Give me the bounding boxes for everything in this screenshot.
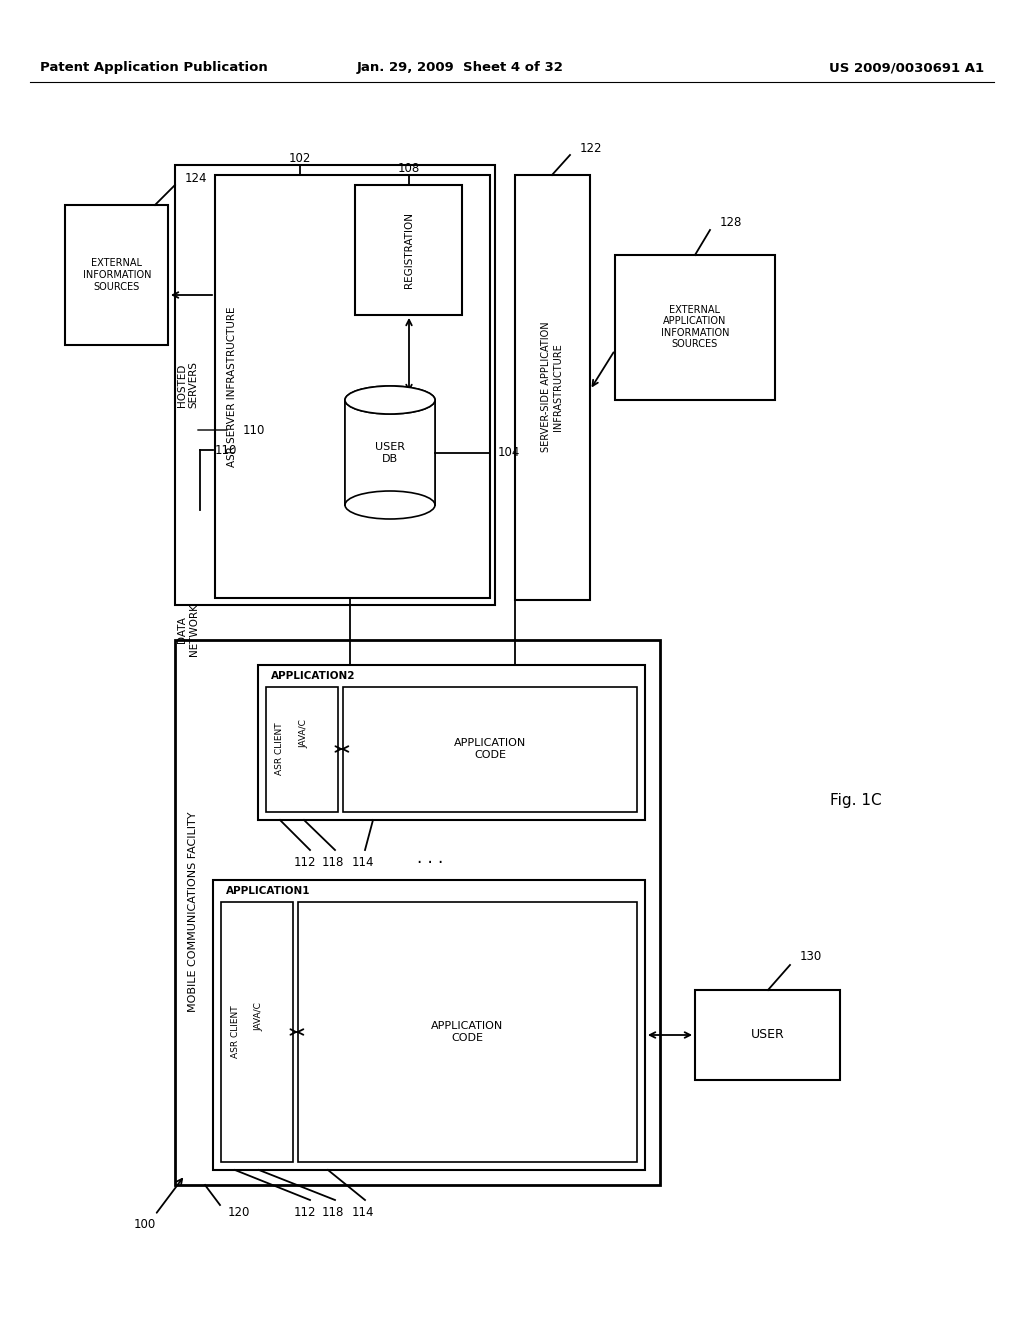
Text: 102: 102 bbox=[289, 152, 311, 165]
Bar bbox=[175, 165, 495, 605]
Text: ASR SERVER INFRASTRUCTURE: ASR SERVER INFRASTRUCTURE bbox=[227, 306, 237, 467]
Text: REGISTRATION: REGISTRATION bbox=[404, 213, 414, 288]
Ellipse shape bbox=[345, 385, 435, 414]
Ellipse shape bbox=[345, 385, 435, 414]
Text: 128: 128 bbox=[720, 215, 742, 228]
Text: 112: 112 bbox=[294, 1205, 316, 1218]
Text: US 2009/0030691 A1: US 2009/0030691 A1 bbox=[828, 62, 984, 74]
Text: JAVA/C: JAVA/C bbox=[299, 719, 308, 748]
Text: 124: 124 bbox=[185, 172, 208, 185]
Ellipse shape bbox=[345, 491, 435, 519]
Bar bbox=[298, 902, 637, 1162]
Text: 114: 114 bbox=[352, 1205, 374, 1218]
Bar bbox=[355, 185, 462, 315]
Text: 118: 118 bbox=[322, 1205, 344, 1218]
Text: APPLICATION
CODE: APPLICATION CODE bbox=[454, 738, 526, 760]
Text: Jan. 29, 2009  Sheet 4 of 32: Jan. 29, 2009 Sheet 4 of 32 bbox=[356, 62, 563, 74]
Text: 114: 114 bbox=[352, 855, 374, 869]
Text: MOBILE COMMUNICATIONS FACILITY: MOBILE COMMUNICATIONS FACILITY bbox=[188, 812, 198, 1012]
Text: SERVER-SIDE APPLICATION
INFRASTRUCTURE: SERVER-SIDE APPLICATION INFRASTRUCTURE bbox=[542, 322, 563, 453]
Bar bbox=[215, 176, 490, 598]
Bar bbox=[258, 665, 645, 820]
Text: 118: 118 bbox=[322, 855, 344, 869]
Bar bbox=[343, 686, 637, 812]
Text: 100: 100 bbox=[134, 1218, 156, 1232]
Text: APPLICATION2: APPLICATION2 bbox=[270, 671, 355, 681]
Bar bbox=[615, 255, 775, 400]
Bar bbox=[266, 686, 338, 812]
Text: . . .: . . . bbox=[417, 849, 443, 867]
Text: EXTERNAL
APPLICATION
INFORMATION
SOURCES: EXTERNAL APPLICATION INFORMATION SOURCES bbox=[660, 305, 729, 350]
Text: 110: 110 bbox=[243, 424, 265, 437]
Text: JAVA/C: JAVA/C bbox=[255, 1003, 263, 1031]
Text: APPLICATION
CODE: APPLICATION CODE bbox=[431, 1022, 503, 1043]
Text: USER: USER bbox=[752, 1028, 784, 1041]
Text: 104: 104 bbox=[498, 446, 520, 459]
Bar bbox=[695, 990, 840, 1080]
Text: ASR CLIENT: ASR CLIENT bbox=[275, 722, 285, 775]
Text: 122: 122 bbox=[580, 141, 602, 154]
Text: Patent Application Publication: Patent Application Publication bbox=[40, 62, 267, 74]
Bar bbox=[515, 176, 590, 601]
Text: DATA
NETWORK: DATA NETWORK bbox=[177, 603, 199, 656]
Bar bbox=[213, 880, 645, 1170]
Bar bbox=[345, 400, 435, 506]
Text: 130: 130 bbox=[800, 950, 822, 964]
Bar bbox=[65, 205, 168, 345]
Bar bbox=[221, 902, 293, 1162]
Text: 110: 110 bbox=[215, 444, 238, 457]
Text: APPLICATION1: APPLICATION1 bbox=[225, 886, 310, 896]
Bar bbox=[175, 640, 660, 1185]
Text: USER
DB: USER DB bbox=[375, 442, 406, 463]
Text: 108: 108 bbox=[398, 161, 420, 174]
Text: EXTERNAL
INFORMATION
SOURCES: EXTERNAL INFORMATION SOURCES bbox=[83, 259, 152, 292]
Text: ASR CLIENT: ASR CLIENT bbox=[230, 1006, 240, 1059]
Text: 120: 120 bbox=[228, 1205, 251, 1218]
Text: 112: 112 bbox=[294, 855, 316, 869]
Text: HOSTED
SERVERS: HOSTED SERVERS bbox=[177, 362, 199, 408]
Text: Fig. 1C: Fig. 1C bbox=[830, 792, 882, 808]
